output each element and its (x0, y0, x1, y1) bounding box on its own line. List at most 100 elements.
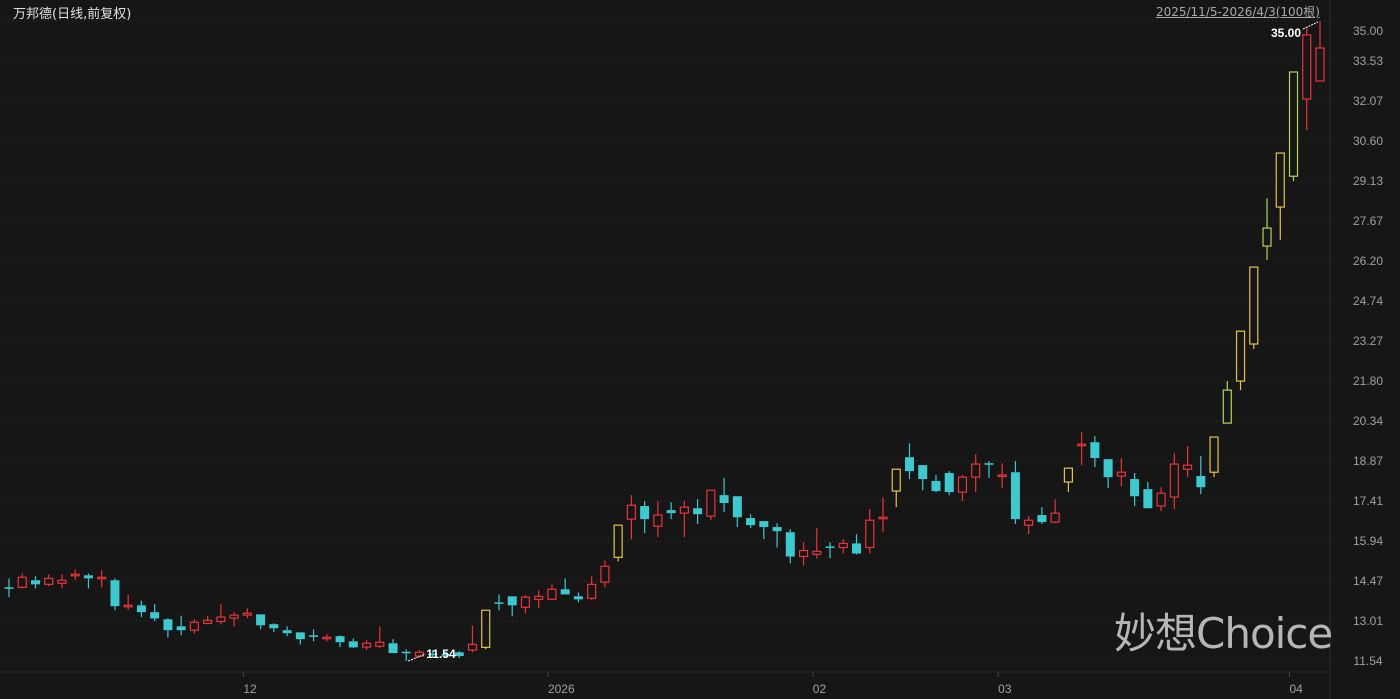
candle[interactable] (1130, 473, 1140, 507)
date-range-link[interactable]: 2025/11/5-2026/4/3(100根) (1155, 5, 1320, 19)
candle[interactable] (746, 514, 756, 529)
candle[interactable] (322, 634, 332, 642)
candle[interactable] (203, 615, 213, 625)
candle[interactable] (123, 594, 133, 610)
candle[interactable] (679, 501, 689, 538)
candle[interactable] (4, 578, 14, 598)
candle[interactable] (865, 509, 875, 554)
candle[interactable] (97, 570, 107, 588)
candle[interactable] (256, 614, 266, 630)
candle[interactable] (83, 573, 93, 589)
candle[interactable] (852, 534, 862, 555)
candle[interactable] (838, 539, 848, 554)
candle[interactable] (401, 649, 411, 661)
candle[interactable] (1302, 28, 1312, 131)
candle[interactable] (971, 454, 981, 493)
candle[interactable] (798, 542, 809, 566)
candle[interactable] (878, 497, 888, 533)
candle[interactable] (216, 604, 226, 625)
candle[interactable] (1077, 432, 1087, 466)
candle[interactable] (481, 609, 491, 650)
candle[interactable] (587, 576, 597, 601)
candle[interactable] (361, 640, 372, 651)
candle[interactable] (1037, 507, 1047, 525)
candle[interactable] (309, 629, 319, 642)
candle[interactable] (57, 574, 67, 589)
candle[interactable] (428, 650, 438, 658)
candle[interactable] (534, 590, 544, 609)
candle[interactable] (1143, 482, 1153, 509)
candle[interactable] (1235, 330, 1246, 391)
candle[interactable] (1116, 458, 1126, 487)
candle[interactable] (772, 523, 782, 548)
candle[interactable] (931, 474, 941, 493)
candle[interactable] (560, 578, 570, 595)
candle[interactable] (348, 638, 358, 649)
candle[interactable] (189, 619, 199, 634)
candle[interactable] (944, 471, 954, 496)
candle[interactable] (600, 560, 610, 588)
candle[interactable] (1169, 453, 1179, 510)
candle[interactable] (494, 594, 504, 611)
candle[interactable] (1196, 456, 1206, 495)
candle[interactable] (666, 502, 676, 520)
candle[interactable] (1103, 459, 1113, 489)
candle[interactable] (17, 573, 27, 589)
candle[interactable] (547, 584, 557, 600)
candle[interactable] (785, 529, 795, 564)
candle[interactable] (1222, 381, 1232, 424)
candle[interactable] (984, 461, 994, 478)
candle[interactable] (957, 474, 968, 502)
candle[interactable] (825, 542, 835, 559)
candle[interactable] (759, 521, 769, 540)
candle[interactable] (1315, 21, 1325, 82)
candle[interactable] (1063, 467, 1073, 493)
candle[interactable] (30, 576, 40, 589)
candle[interactable] (150, 604, 160, 622)
candle[interactable] (1262, 198, 1272, 260)
candle[interactable] (1024, 516, 1034, 535)
candle[interactable] (454, 651, 464, 658)
candle[interactable] (1275, 152, 1285, 240)
candle[interactable] (242, 608, 252, 619)
candle[interactable] (136, 600, 146, 618)
candle[interactable] (1010, 461, 1020, 525)
candle[interactable] (1090, 436, 1100, 468)
candle[interactable] (229, 612, 239, 627)
candle[interactable] (467, 625, 478, 653)
candle[interactable] (1288, 71, 1299, 182)
candle[interactable] (1209, 436, 1219, 478)
candle[interactable] (653, 501, 663, 538)
candle[interactable] (388, 639, 398, 654)
candle[interactable] (706, 489, 716, 521)
candle[interactable] (335, 635, 345, 648)
candle[interactable] (891, 468, 901, 508)
candle[interactable] (997, 463, 1007, 489)
candle[interactable] (613, 524, 623, 562)
candle[interactable] (44, 574, 54, 587)
candle[interactable] (626, 495, 636, 540)
candle[interactable] (1249, 266, 1259, 349)
candle[interactable] (918, 465, 928, 491)
candle[interactable] (573, 592, 583, 603)
candle[interactable] (812, 528, 822, 559)
candle[interactable] (507, 596, 517, 617)
candle[interactable] (1182, 446, 1193, 478)
candle[interactable] (520, 595, 531, 614)
candle[interactable] (269, 623, 279, 633)
candle[interactable] (375, 626, 385, 649)
candle[interactable] (904, 443, 914, 480)
candle[interactable] (282, 626, 292, 637)
candle[interactable] (441, 651, 451, 658)
candle[interactable] (693, 499, 703, 525)
candle[interactable] (163, 618, 173, 638)
candle[interactable] (732, 496, 742, 528)
candle[interactable] (295, 632, 305, 645)
candle[interactable] (110, 578, 120, 611)
candle[interactable] (176, 615, 186, 636)
candle[interactable] (640, 501, 650, 534)
candle[interactable] (1156, 487, 1166, 512)
candle[interactable] (719, 477, 729, 513)
candle[interactable] (1050, 499, 1060, 524)
